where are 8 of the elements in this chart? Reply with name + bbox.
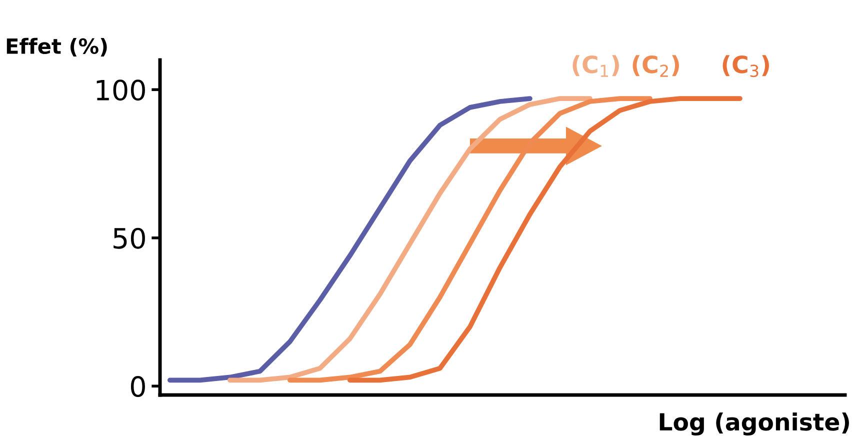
series-label: (C$_{1}$) [572,55,619,77]
x-axis-title: Log (agoniste) [660,412,849,436]
y-axis-title: Effet (%) [6,38,107,56]
series-label: (C$_{2}$) [632,55,679,77]
y-tick-label: 0 [130,376,145,398]
y-tick-label: 50 [114,228,145,249]
y-tick-label: 100 [96,80,145,101]
series-label: (C$_{3}$) [722,55,769,78]
